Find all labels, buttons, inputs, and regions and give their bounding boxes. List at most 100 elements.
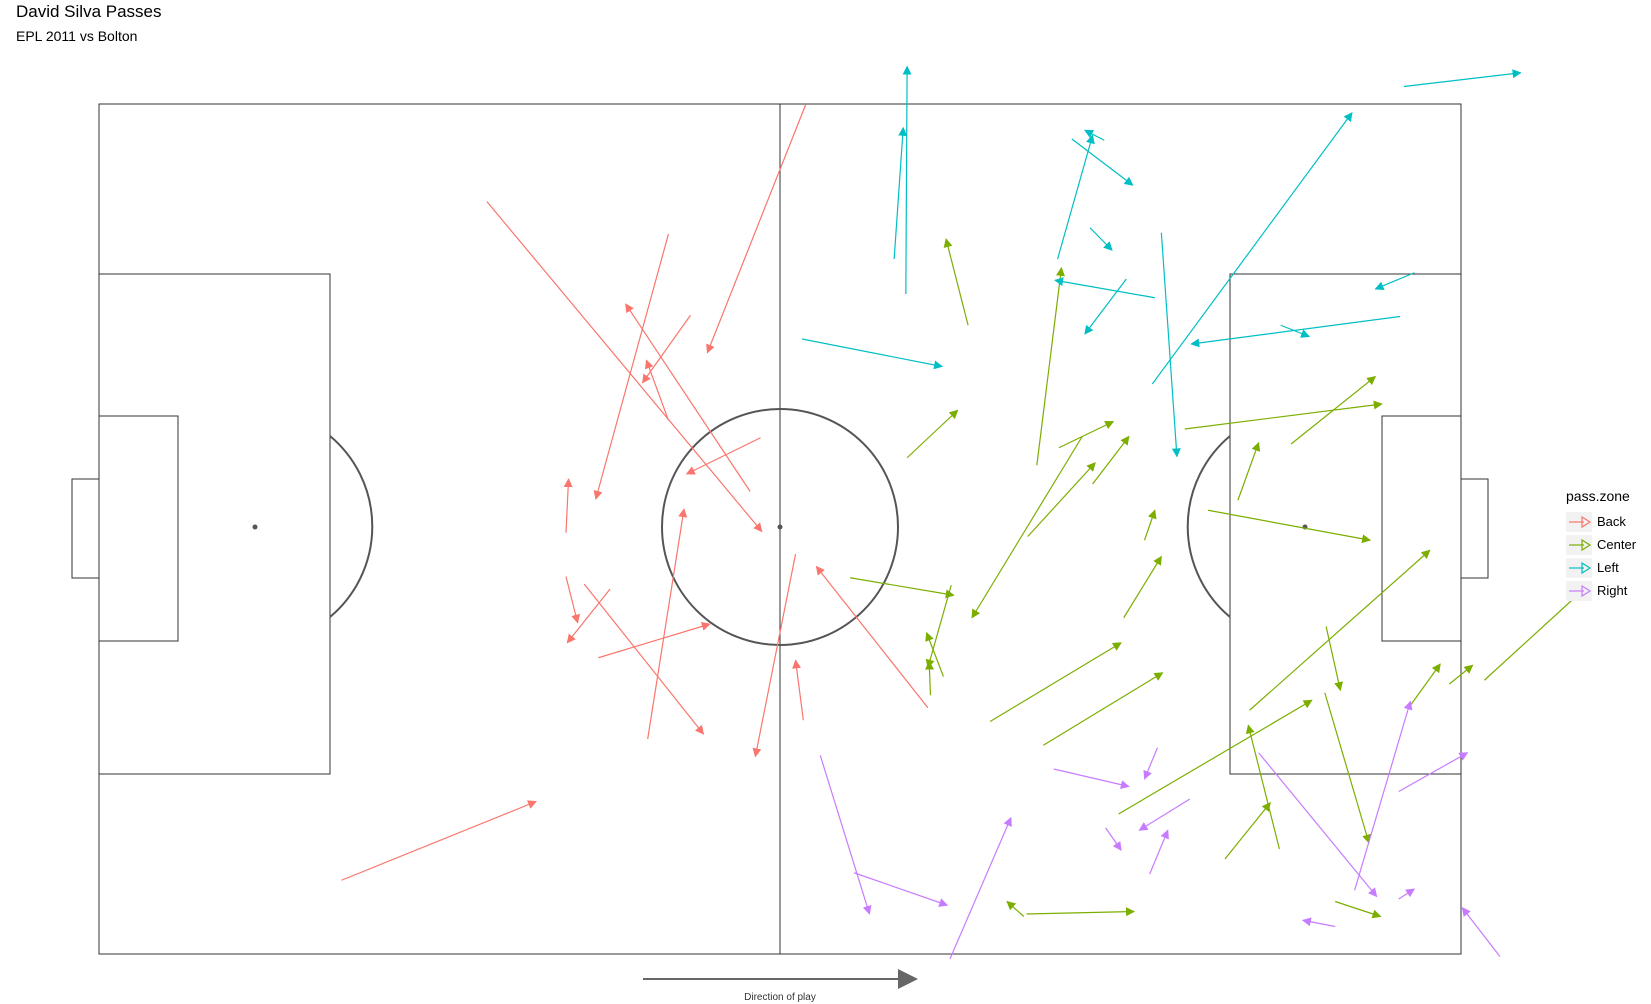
- pass-arrow: [1084, 129, 1105, 141]
- pass-arrow: [1089, 227, 1113, 251]
- pass-arrow: [1006, 900, 1025, 917]
- pass-arrows: [341, 65, 1587, 960]
- pass-arrow: [1149, 829, 1169, 875]
- pass-arrow: [1184, 400, 1383, 430]
- pass-arrow: [924, 660, 934, 696]
- pass-arrow: [1354, 700, 1413, 891]
- pass-arrow: [801, 338, 944, 370]
- pass-arrow: [949, 816, 1012, 960]
- pass-arrow: [819, 755, 872, 915]
- pass-arrow: [1190, 315, 1401, 348]
- pass-arrow: [1143, 747, 1159, 780]
- pass-arrow: [1483, 587, 1587, 681]
- pass-arrow: [1057, 134, 1095, 260]
- chart-subtitle: EPL 2011 vs Bolton: [16, 28, 138, 44]
- pass-arrow: [486, 201, 763, 533]
- pass-arrow: [1324, 692, 1371, 844]
- pass-series-left: [801, 65, 1522, 458]
- legend-label: Center: [1597, 537, 1637, 552]
- pass-arrow: [1043, 672, 1164, 746]
- pass-arrow: [1407, 663, 1441, 710]
- legend-item-right: Right: [1566, 579, 1636, 602]
- legend-arrow-icon: [1566, 511, 1592, 532]
- left-penalty-spot: [252, 524, 258, 530]
- pass-arrow: [706, 103, 807, 354]
- pass-arrow: [1325, 626, 1343, 692]
- pass-arrow: [1053, 768, 1130, 790]
- legend-items: Back Center Left Right: [1566, 510, 1636, 602]
- pass-series-back: [341, 103, 929, 881]
- pass-arrow: [971, 436, 1083, 619]
- pass-arrow: [989, 642, 1122, 723]
- pass-arrow: [925, 631, 944, 677]
- pass-arrow: [902, 65, 912, 295]
- pass-arrow: [625, 303, 751, 492]
- right-six-yard-box: [1381, 415, 1462, 642]
- pass-arrow: [849, 577, 955, 599]
- right-goal: [1460, 478, 1489, 579]
- pass-arrow: [1118, 699, 1313, 815]
- pass-arrow: [1207, 509, 1372, 544]
- pass-arrow: [943, 238, 969, 326]
- pass-arrow: [1448, 664, 1474, 685]
- left-penalty-arc: [329, 435, 374, 618]
- centre-spot: [777, 524, 783, 530]
- pass-arrow: [341, 800, 537, 881]
- pass-arrow: [583, 583, 705, 735]
- pass-arrow: [1461, 907, 1501, 957]
- legend-arrow-icon: [1566, 557, 1592, 578]
- pass-arrow: [893, 126, 908, 260]
- left-goal: [71, 478, 100, 579]
- pass-arrow: [752, 553, 797, 758]
- legend-label: Left: [1597, 560, 1619, 575]
- legend-label: Right: [1597, 583, 1628, 598]
- right-penalty-area: [1229, 273, 1462, 775]
- pass-arrow: [1143, 509, 1157, 541]
- pass-arrow: [1403, 69, 1522, 88]
- legend-item-back: Back: [1566, 510, 1636, 533]
- pass-arrow: [1054, 277, 1155, 299]
- pass-arrow: [644, 359, 670, 421]
- pass-arrow: [792, 659, 804, 721]
- pass-arrow: [1160, 232, 1181, 458]
- pass-arrow: [1237, 441, 1261, 501]
- right-penalty-arc: [1186, 435, 1231, 618]
- legend-item-left: Left: [1566, 556, 1636, 579]
- pass-arrow: [1138, 798, 1191, 831]
- pass-arrow: [1301, 917, 1336, 928]
- pass-arrow: [1398, 752, 1469, 793]
- pass-arrow: [1036, 266, 1065, 466]
- pass-arrow: [1092, 435, 1130, 485]
- chart-title: David Silva Passes: [16, 2, 162, 21]
- pass-arrow: [685, 437, 761, 475]
- left-penalty-area: [98, 273, 331, 775]
- pass-arrow: [1374, 272, 1415, 291]
- centre-circle: [661, 408, 899, 646]
- legend-arrow-icon: [1566, 580, 1592, 601]
- pass-arrow: [1249, 549, 1431, 711]
- pass-series-right: [819, 700, 1501, 960]
- pass-arrow: [647, 508, 688, 740]
- pass-arrow: [815, 565, 929, 709]
- left-six-yard-box: [98, 415, 179, 642]
- pass-arrow: [1071, 138, 1134, 186]
- legend-label: Back: [1597, 514, 1626, 529]
- direction-of-play-arrow: [643, 969, 918, 989]
- legend-title: pass.zone: [1566, 488, 1630, 504]
- pass-arrow: [566, 588, 611, 644]
- pass-arrow: [1398, 888, 1416, 900]
- pass-arrow: [853, 872, 949, 907]
- pass-arrow: [925, 585, 952, 669]
- pass-arrow: [565, 576, 581, 624]
- pass-arrow: [1151, 112, 1353, 385]
- pass-arrow: [593, 233, 670, 500]
- pass-arrow: [1027, 462, 1096, 537]
- pass-arrow: [1105, 827, 1122, 851]
- pass-arrow: [1224, 802, 1271, 860]
- pass-arrow: [1334, 900, 1382, 919]
- pass-arrow: [1084, 278, 1127, 335]
- pass-arrow: [563, 478, 573, 533]
- pass-arrow: [1058, 420, 1115, 449]
- pass-arrow: [1026, 907, 1136, 917]
